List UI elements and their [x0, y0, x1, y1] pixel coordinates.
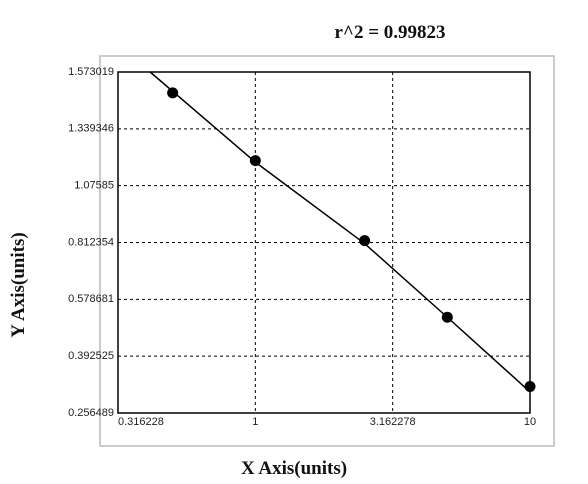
x-tick-label: 10: [524, 416, 536, 428]
fit-line: [149, 71, 531, 393]
y-tick-label: 0.578681: [68, 293, 114, 305]
y-tick-label: 1.339346: [68, 123, 114, 135]
y-axis-label: Y Axis(units): [8, 232, 29, 337]
x-tick-label: 0.316228: [118, 416, 164, 428]
y-tick-label: 1.07585: [74, 180, 114, 192]
y-tick-label: 0.812354: [68, 236, 114, 248]
x-axis-label: X Axis(units): [241, 458, 347, 479]
x-tick-label: 3.162278: [370, 416, 416, 428]
data-point: [167, 87, 179, 99]
chart-title: r^2 = 0.99823: [334, 22, 445, 43]
data-point: [359, 235, 371, 247]
y-tick-label: 0.256489: [68, 407, 114, 419]
x-tick-label: 1: [252, 416, 258, 428]
data-point: [524, 380, 536, 392]
y-tick-label: 0.392525: [68, 350, 114, 362]
y-tick-label: 1.573019: [68, 66, 114, 78]
